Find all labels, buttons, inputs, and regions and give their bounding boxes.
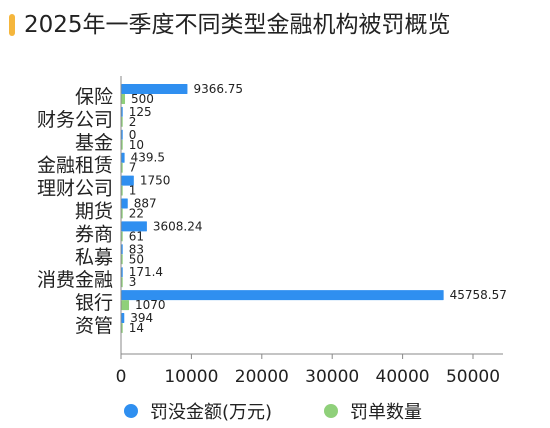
bar-count: [121, 300, 130, 311]
x-tick-label: 50000: [446, 367, 500, 387]
legend-item-count[interactable]: 罚单数量: [324, 400, 422, 423]
data-label-count: 7: [129, 161, 137, 175]
category-label: 私募: [75, 246, 113, 268]
legend-swatch-count: [324, 404, 338, 418]
bar-amount: [121, 221, 147, 232]
data-label-amount: 394: [130, 311, 153, 325]
data-label-amount: 9366.75: [193, 82, 243, 96]
category-label: 保险: [75, 86, 113, 108]
bar-amount: [121, 290, 444, 301]
bar-count: [121, 323, 123, 333]
data-label-count: 14: [129, 321, 144, 335]
bar-amount: [121, 175, 134, 186]
bar-amount: [121, 152, 125, 163]
legend-label-amount: 罚没金额(万元): [150, 402, 273, 423]
data-label-amount: 83: [129, 242, 144, 256]
data-label-amount: 439.5: [131, 151, 165, 165]
category-label: 理财公司: [37, 178, 113, 200]
bar-count: [121, 277, 123, 288]
category-label: 期货: [75, 201, 113, 223]
bar-amount: [121, 129, 123, 140]
x-tick-label: 30000: [305, 367, 359, 387]
title-accent-bar: [9, 14, 15, 36]
category-label: 券商: [75, 223, 113, 245]
data-label-count: 3: [129, 275, 137, 289]
chart-title: 2025年一季度不同类型金融机构被罚概览: [24, 12, 451, 38]
legend-item-amount[interactable]: 罚没金额(万元): [124, 400, 273, 423]
data-label-count: 2: [129, 115, 137, 129]
category-label: 财务公司: [37, 109, 113, 131]
bar-amount: [121, 106, 123, 117]
category-label: 金融租赁: [37, 155, 113, 177]
bar-amount: [121, 84, 188, 94]
data-label-count: 1: [129, 184, 137, 198]
category-label: 银行: [75, 292, 113, 314]
bar-count: [121, 139, 123, 150]
data-label-count: 1070: [135, 298, 166, 312]
bar-amount: [121, 198, 128, 209]
bar-amount: [121, 313, 125, 323]
bar-count: [121, 231, 123, 242]
data-label-amount: 3608.24: [153, 219, 203, 233]
bar-count: [121, 162, 123, 173]
x-tick-label: 20000: [235, 367, 289, 387]
bar-count: [121, 116, 123, 127]
data-label-amount: 887: [134, 197, 157, 211]
data-label-count: 500: [131, 92, 154, 106]
bar-count: [121, 185, 123, 196]
data-label-amount: 0: [129, 128, 137, 142]
legend-label-count: 罚单数量: [350, 402, 422, 423]
data-label-amount: 125: [129, 105, 152, 119]
data-label-count: 22: [129, 207, 144, 221]
bar-count: [121, 208, 123, 219]
data-label-count: 61: [129, 229, 144, 243]
category-label: 资管: [75, 315, 113, 337]
data-label-count: 50: [129, 252, 144, 266]
x-tick-label: 10000: [164, 367, 218, 387]
category-label: 消费金融: [37, 269, 113, 291]
x-tick-label: 0: [116, 367, 127, 387]
bar-count: [121, 94, 126, 104]
bar-amount: [121, 267, 123, 278]
data-label-amount: 1750: [140, 174, 171, 188]
x-tick-label: 40000: [376, 367, 430, 387]
bar-amount: [121, 244, 123, 255]
bar-count: [121, 254, 123, 265]
data-label-count: 10: [129, 138, 144, 152]
data-label-amount: 45758.57: [450, 288, 507, 302]
legend-swatch-amount: [124, 404, 138, 418]
category-label: 基金: [75, 132, 113, 154]
data-label-amount: 171.4: [129, 265, 163, 279]
